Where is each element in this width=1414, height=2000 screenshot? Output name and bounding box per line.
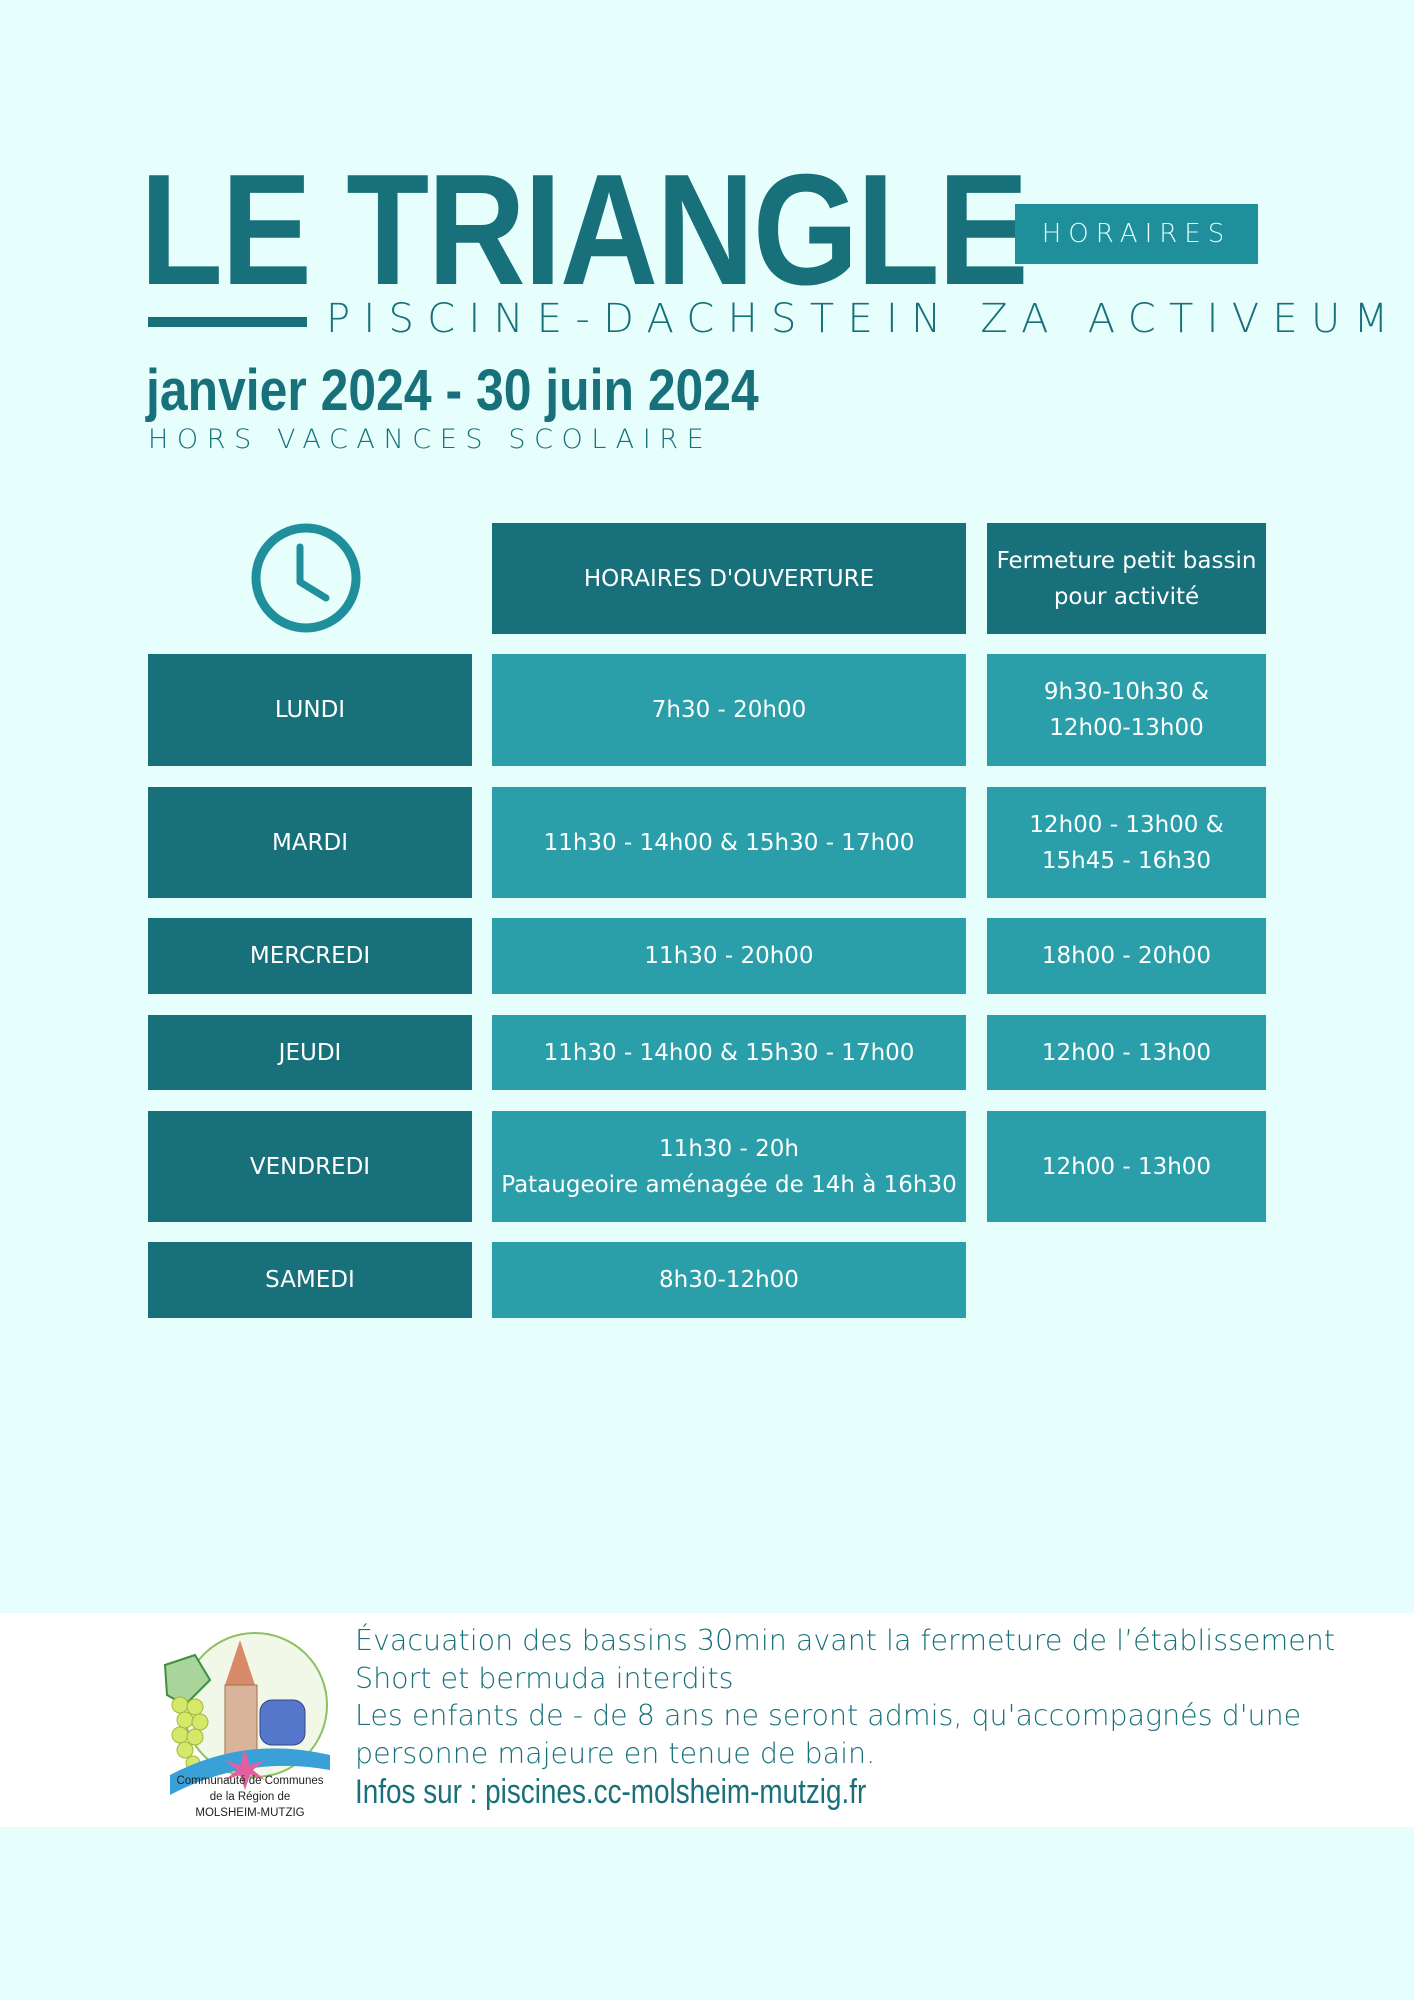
day-friday: VENDREDI bbox=[148, 1111, 472, 1222]
logo-caption-line: Communauté de Communes bbox=[176, 1775, 324, 1787]
closure-friday: 12h00 - 13h00 bbox=[987, 1111, 1266, 1222]
hours-monday: 7h30 - 20h00 bbox=[492, 654, 966, 766]
title-rule bbox=[148, 317, 307, 327]
column-header-closure: Fermeture petit bassin pour activité bbox=[987, 523, 1266, 634]
closure-wednesday: 18h00 - 20h00 bbox=[987, 918, 1266, 994]
page-title: LE TRIANGLE bbox=[140, 142, 1029, 318]
hours-saturday: 8h30-12h00 bbox=[492, 1242, 966, 1318]
day-saturday: SAMEDI bbox=[148, 1242, 472, 1318]
period-note: HORS VACANCES SCOLAIRE bbox=[148, 424, 713, 455]
logo-caption: Communauté de Communes de la Région de M… bbox=[150, 1773, 350, 1821]
day-thursday: JEUDI bbox=[148, 1015, 472, 1090]
closure-monday: 9h30-10h30 & 12h00-13h00 bbox=[987, 654, 1266, 766]
column-header-opening-hours: HORAIRES D'OUVERTURE bbox=[492, 523, 966, 634]
hours-wednesday: 11h30 - 20h00 bbox=[492, 918, 966, 994]
closure-tuesday: 12h00 - 13h00 & 15h45 - 16h30 bbox=[987, 787, 1266, 898]
note-children-cont: personne majeure en tenue de bain. bbox=[355, 1736, 876, 1770]
day-tuesday: MARDI bbox=[148, 787, 472, 898]
infos-link[interactable]: Infos sur : piscines.cc-molsheim-mutzig.… bbox=[355, 1773, 867, 1811]
day-wednesday: MERCREDI bbox=[148, 918, 472, 994]
note-shorts: Short et bermuda interdits bbox=[355, 1661, 734, 1695]
note-children: Les enfants de - de 8 ans ne seront admi… bbox=[355, 1699, 1302, 1732]
hours-friday: 11h30 - 20h Pataugeoire aménagée de 14h … bbox=[492, 1111, 966, 1222]
day-monday: LUNDI bbox=[148, 654, 472, 766]
clock-icon bbox=[251, 523, 361, 633]
hours-thursday: 11h30 - 14h00 & 15h30 - 17h00 bbox=[492, 1015, 966, 1090]
note-evacuation: Évacuation des bassins 30min avant la fe… bbox=[355, 1624, 1335, 1657]
hours-tuesday: 11h30 - 14h00 & 15h30 - 17h00 bbox=[492, 787, 966, 898]
closure-thursday: 12h00 - 13h00 bbox=[987, 1015, 1266, 1090]
horaires-badge: HORAIRES bbox=[1015, 204, 1258, 264]
logo-caption-line: de la Région de bbox=[209, 1791, 291, 1803]
subtitle: PISCINE-DACHSTEIN ZA ACTIVEUM bbox=[326, 296, 1402, 342]
logo-caption-line: MOLSHEIM-MUTZIG bbox=[195, 1807, 305, 1819]
community-logo bbox=[163, 1632, 330, 1795]
footer-notes: Évacuation des bassins 30min avant la fe… bbox=[355, 1622, 1335, 1772]
period: janvier 2024 - 30 juin 2024 bbox=[146, 358, 759, 423]
